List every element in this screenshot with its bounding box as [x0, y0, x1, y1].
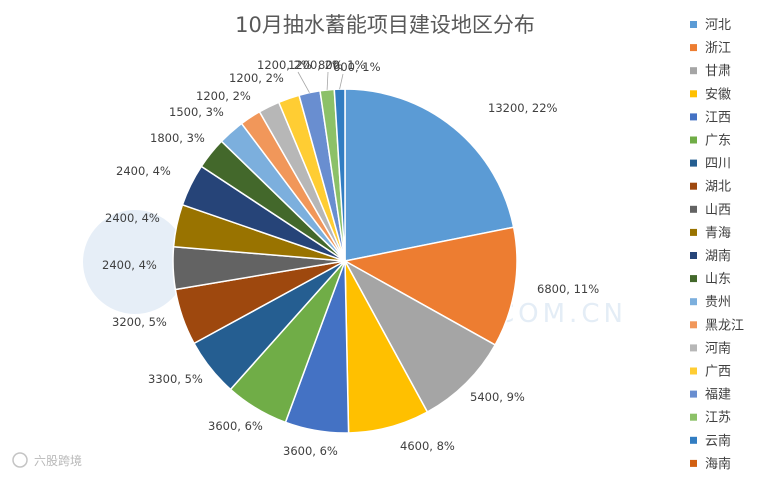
data-label: 5400, 9% — [470, 390, 525, 404]
legend-swatch — [690, 298, 697, 306]
leader-line — [326, 71, 329, 90]
legend-label: 湖南 — [705, 248, 731, 264]
legend-swatch — [690, 459, 697, 467]
legend: 河北浙江甘肃安徽江西广东四川湖北山西青海湖南山东贵州黑龙江河南广西福建江苏云南海… — [690, 18, 744, 472]
legend-swatch — [690, 90, 697, 98]
data-label: 3600, 6% — [208, 419, 263, 433]
data-label: 1500, 3% — [169, 105, 224, 119]
pie-slice — [344, 88, 515, 262]
data-label: 1200, 2% — [288, 58, 343, 72]
legend-swatch — [690, 413, 697, 421]
legend-label: 山西 — [705, 203, 731, 218]
legend-label: 河南 — [705, 340, 731, 356]
brand-icon — [12, 452, 28, 468]
data-label: 2400, 4% — [102, 258, 157, 272]
legend-swatch — [690, 321, 697, 329]
chart-title: 10月抽水蓄能项目建设地区分布 — [235, 13, 535, 37]
legend-label: 贵州 — [705, 295, 731, 310]
legend-label: 山东 — [705, 272, 731, 287]
legend-label: 江苏 — [705, 410, 731, 426]
legend-swatch — [690, 113, 697, 121]
data-label: 1800, 3% — [150, 131, 205, 145]
legend-swatch — [690, 21, 697, 28]
data-label: 4600, 8% — [400, 439, 455, 453]
legend-label: 河北 — [705, 18, 731, 33]
data-label: 1200, 2% — [196, 89, 251, 103]
legend-label: 黑龙江 — [705, 318, 744, 333]
leader-lines — [297, 71, 344, 93]
legend-label: 安徽 — [705, 87, 731, 102]
leader-line — [339, 73, 344, 90]
leader-line — [297, 71, 310, 93]
legend-swatch — [690, 252, 697, 259]
pie-slice — [343, 259, 497, 414]
data-labels: 13200, 22% 6800, 11% 5400, 9% 4600, 8% 3600,… — [102, 58, 599, 458]
legend-swatch — [690, 205, 697, 213]
watermark-logo — [83, 210, 187, 314]
legend-label: 江西 — [705, 110, 731, 125]
legend-swatch — [690, 390, 697, 398]
data-label: 13200, 22% — [488, 101, 558, 115]
legend-swatch — [690, 228, 697, 236]
data-label: 1200, 2% — [229, 71, 284, 85]
legend-label: 广东 — [705, 134, 731, 149]
legend-swatch — [690, 136, 697, 144]
data-label: 600, 1% — [333, 60, 381, 74]
data-label: 1200, 2% — [257, 58, 312, 72]
brand-mark: 六股跨境 — [12, 452, 82, 468]
legend-swatch — [690, 182, 697, 190]
legend-label: 云南 — [705, 433, 731, 449]
legend-label: 湖北 — [705, 180, 731, 195]
legend-swatch — [690, 67, 697, 75]
legend-label: 青海 — [705, 226, 731, 241]
legend-swatch — [690, 275, 697, 283]
legend-label: 甘肃 — [705, 64, 731, 79]
data-label: 3300, 5% — [148, 372, 203, 386]
pie-slices — [172, 88, 518, 434]
data-label: 800, 1% — [318, 58, 366, 72]
legend-swatch — [690, 367, 697, 375]
legend-swatch — [690, 159, 697, 167]
data-label: 2400, 4% — [105, 211, 160, 225]
data-label: 3200, 5% — [112, 315, 167, 329]
legend-swatch — [690, 344, 697, 352]
legend-label: 四川 — [705, 157, 731, 172]
data-label: 6800, 11% — [537, 282, 599, 296]
legend-label: 广西 — [705, 365, 731, 380]
legend-swatch — [690, 44, 697, 52]
pie-slice — [342, 226, 518, 346]
legend-label: 海南 — [705, 456, 731, 472]
legend-label: 福建 — [705, 388, 731, 403]
data-label: 2400, 4% — [116, 164, 171, 178]
legend-swatch — [690, 436, 697, 444]
brand-text: 六股跨境 — [34, 453, 82, 468]
data-label: 3600, 6% — [283, 444, 338, 458]
legend-label: 浙江 — [705, 41, 731, 56]
